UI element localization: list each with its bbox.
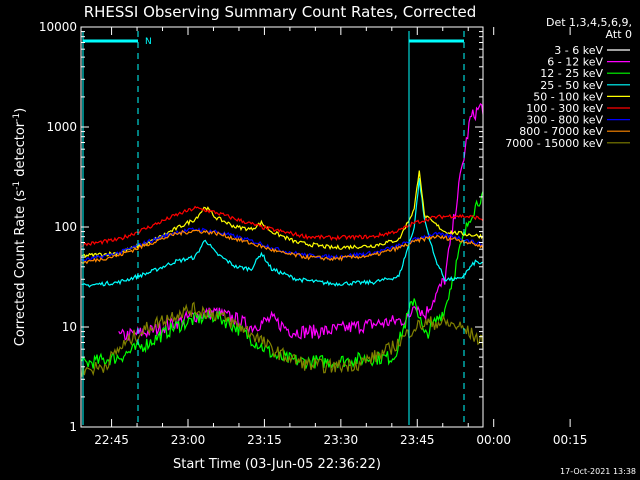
series-line-0 [123,150,484,423]
legend-label-5: 100 - 300 keV [526,102,603,115]
y-tick-label-3: 1000 [46,120,77,134]
y-axis-label-mid: detector [13,121,28,181]
legend-label-2: 12 - 25 keV [540,67,603,80]
legend-label-1: 6 - 12 keV [547,56,603,69]
chart-title: RHESSI Observing Summary Count Rates, Co… [84,3,477,21]
x-tick-label-6: 00:15 [553,433,588,447]
legend-label-8: 7000 - 15000 keV [505,137,603,150]
series-line-8 [81,301,484,377]
series-line-5 [81,205,484,248]
x-tick-label-3: 23:30 [324,433,359,447]
timestamp-footer: 17-Oct-2021 13:38 [560,467,636,476]
x-tick-label-5: 00:00 [476,433,511,447]
y-axis-label-end: ) [13,108,28,113]
legend-label-3: 25 - 50 keV [540,79,603,92]
legend-label-7: 800 - 7000 keV [519,125,603,138]
series-line-1 [118,102,484,341]
legend-label-0: 3 - 6 keV [554,44,603,57]
series-line-7 [81,229,484,266]
y-tick-label-4: 10000 [39,20,77,34]
x-tick-label-1: 23:00 [171,433,206,447]
x-tick-label-4: 23:45 [400,433,435,447]
series-line-2 [81,191,484,370]
legend-label-4: 50 - 100 keV [533,90,603,103]
series-line-4 [81,170,484,258]
axis-ticks: 1 10 100 1000 10000 22:45 23:00 23:15 23:30 23:45… [39,20,588,447]
y-axis-label-main: Corrected Count Rate (s [13,190,28,347]
night-marker-label: N [145,37,152,47]
y-axis-label: Corrected Count Rate (s-1 detector-1) [12,108,28,346]
x-tick-label-0: 22:45 [94,433,129,447]
series-line-3 [81,177,484,288]
x-tick-label-2: 23:15 [247,433,282,447]
legend-label-6: 300 - 800 keV [526,114,603,127]
legend-header-1: Det 1,3,4,5,6,9, [546,16,632,29]
y-axis-label-sup1: -1 [12,181,22,190]
y-axis-label-sup2: -1 [12,113,22,122]
legend-header-2: Att 0 [606,28,632,41]
y-tick-label-2: 100 [54,220,77,234]
x-axis-label: Start Time (03-Jun-05 22:36:22) [173,457,381,472]
series-layer [81,102,484,423]
y-tick-label-1: 10 [62,320,77,334]
y-tick-label-0: 1 [69,420,77,434]
